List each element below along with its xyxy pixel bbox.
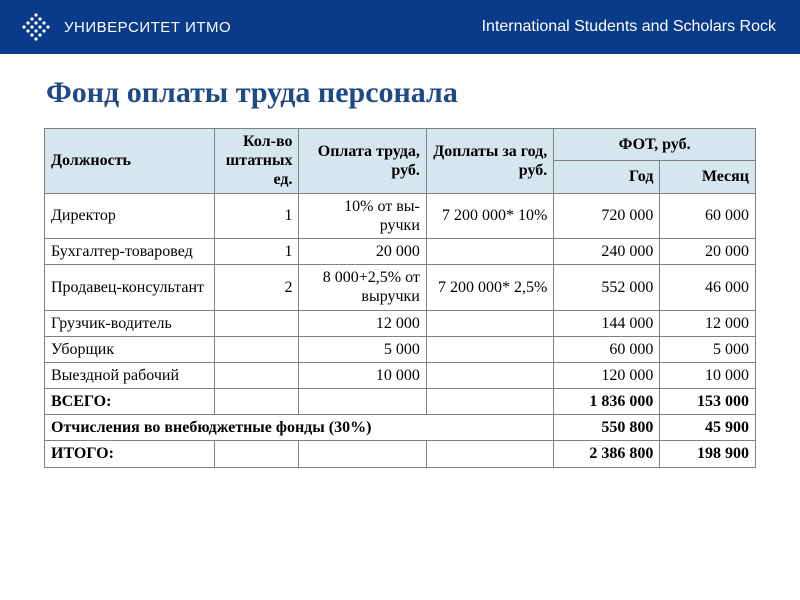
cell-count (214, 336, 299, 362)
col-count: Кол-во штатных ед. (214, 129, 299, 194)
table-row: Грузчик-водитель 12 000 144 000 12 000 (45, 310, 756, 336)
cell-extra: 7 200 000* 10% (426, 193, 553, 238)
cell-total-month: 153 000 (660, 389, 756, 415)
cell-year: 552 000 (554, 265, 660, 310)
col-fot-year: Год (554, 161, 660, 193)
page-title: Фонд оплаты труда персонала (46, 76, 800, 110)
cell-empty (426, 441, 553, 467)
cell-pay: 12 000 (299, 310, 426, 336)
table-row: Уборщик 5 000 60 000 5 000 (45, 336, 756, 362)
cell-extra (426, 238, 553, 264)
logo-text: УНИВЕРСИТЕТ ИТМО (64, 19, 231, 36)
cell-empty (214, 441, 299, 467)
table-row: Директор 1 10% от вы-ручки 7 200 000* 10… (45, 193, 756, 238)
table-row: Бухгалтер-товаровед 1 20 000 240 000 20 … (45, 238, 756, 264)
cell-itogo-label: ИТОГО: (45, 441, 215, 467)
cell-month: 20 000 (660, 238, 756, 264)
cell-position: Бухгалтер-товаровед (45, 238, 215, 264)
cell-empty (426, 389, 553, 415)
cell-month: 60 000 (660, 193, 756, 238)
cell-total-year: 1 836 000 (554, 389, 660, 415)
cell-count (214, 310, 299, 336)
cell-extra (426, 336, 553, 362)
col-fot-month: Месяц (660, 161, 756, 193)
cell-itogo-year: 2 386 800 (554, 441, 660, 467)
cell-position: Грузчик-водитель (45, 310, 215, 336)
cell-empty (214, 389, 299, 415)
header-bar: УНИВЕРСИТЕТ ИТМО International Students … (0, 0, 800, 54)
cell-year: 60 000 (554, 336, 660, 362)
cell-extra (426, 310, 553, 336)
cell-deductions-label: Отчисления во внебюджетные фонды (30%) (45, 415, 554, 441)
cell-pay: 5 000 (299, 336, 426, 362)
cell-position: Выездной рабочий (45, 362, 215, 388)
table-row-itogo: ИТОГО: 2 386 800 198 900 (45, 441, 756, 467)
cell-position: Продавец-консультант (45, 265, 215, 310)
cell-month: 10 000 (660, 362, 756, 388)
table-row: Выездной рабочий 10 000 120 000 10 000 (45, 362, 756, 388)
table-row: Продавец-консультант 2 8 000+2,5% от выр… (45, 265, 756, 310)
header-right-text: International Students and Scholars Rock (482, 18, 776, 36)
cell-year: 720 000 (554, 193, 660, 238)
cell-year: 120 000 (554, 362, 660, 388)
cell-position: Директор (45, 193, 215, 238)
table-header-row-1: Должность Кол-во штатных ед. Оплата труд… (45, 129, 756, 161)
cell-deductions-month: 45 900 (660, 415, 756, 441)
cell-pay: 8 000+2,5% от выручки (299, 265, 426, 310)
cell-deductions-year: 550 800 (554, 415, 660, 441)
cell-count: 1 (214, 193, 299, 238)
cell-position: Уборщик (45, 336, 215, 362)
cell-month: 46 000 (660, 265, 756, 310)
itmo-logo-icon (18, 9, 54, 45)
table-row-deductions: Отчисления во внебюджетные фонды (30%) 5… (45, 415, 756, 441)
cell-month: 12 000 (660, 310, 756, 336)
cell-itogo-month: 198 900 (660, 441, 756, 467)
col-extra: Доплаты за год, руб. (426, 129, 553, 194)
cell-count: 1 (214, 238, 299, 264)
cell-year: 144 000 (554, 310, 660, 336)
col-fot-group: ФОТ, руб. (554, 129, 756, 161)
cell-total-label: ВСЕГО: (45, 389, 215, 415)
cell-pay: 20 000 (299, 238, 426, 264)
cell-year: 240 000 (554, 238, 660, 264)
table-body: Директор 1 10% от вы-ручки 7 200 000* 10… (45, 193, 756, 467)
cell-count (214, 362, 299, 388)
cell-count: 2 (214, 265, 299, 310)
logo-block: УНИВЕРСИТЕТ ИТМО (18, 9, 231, 45)
payroll-table: Должность Кол-во штатных ед. Оплата труд… (44, 128, 756, 468)
cell-pay: 10% от вы-ручки (299, 193, 426, 238)
cell-empty (299, 441, 426, 467)
payroll-table-wrap: Должность Кол-во штатных ед. Оплата труд… (0, 128, 800, 468)
cell-pay: 10 000 (299, 362, 426, 388)
col-pay: Оплата труда, руб. (299, 129, 426, 194)
cell-extra: 7 200 000* 2,5% (426, 265, 553, 310)
cell-empty (299, 389, 426, 415)
cell-month: 5 000 (660, 336, 756, 362)
col-position: Должность (45, 129, 215, 194)
table-row-total-all: ВСЕГО: 1 836 000 153 000 (45, 389, 756, 415)
cell-extra (426, 362, 553, 388)
